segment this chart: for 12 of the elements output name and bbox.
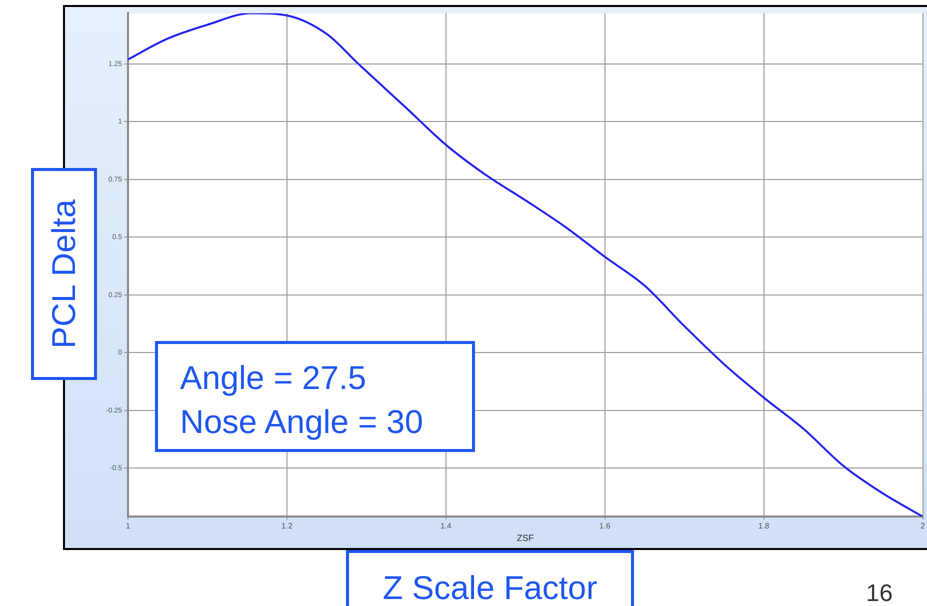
x-tick-label: 1.2	[281, 522, 294, 531]
x-tick-label: 1.6	[599, 522, 611, 531]
annotation: Angle = 27.5	[180, 358, 368, 398]
x-tick-label: 1.8	[758, 522, 770, 531]
annotation: Nose Angle = 30	[180, 402, 424, 442]
x-tick-label: 1.4	[440, 522, 452, 531]
x-tick-label: 2	[920, 522, 926, 531]
x-tick-label: 1	[126, 522, 131, 531]
x-axis-title: ZSF	[516, 533, 534, 544]
text: 16	[866, 580, 893, 606]
text: Z Scale Factor	[346, 550, 634, 606]
y-axis-title: PCL Delta	[45, 199, 83, 349]
